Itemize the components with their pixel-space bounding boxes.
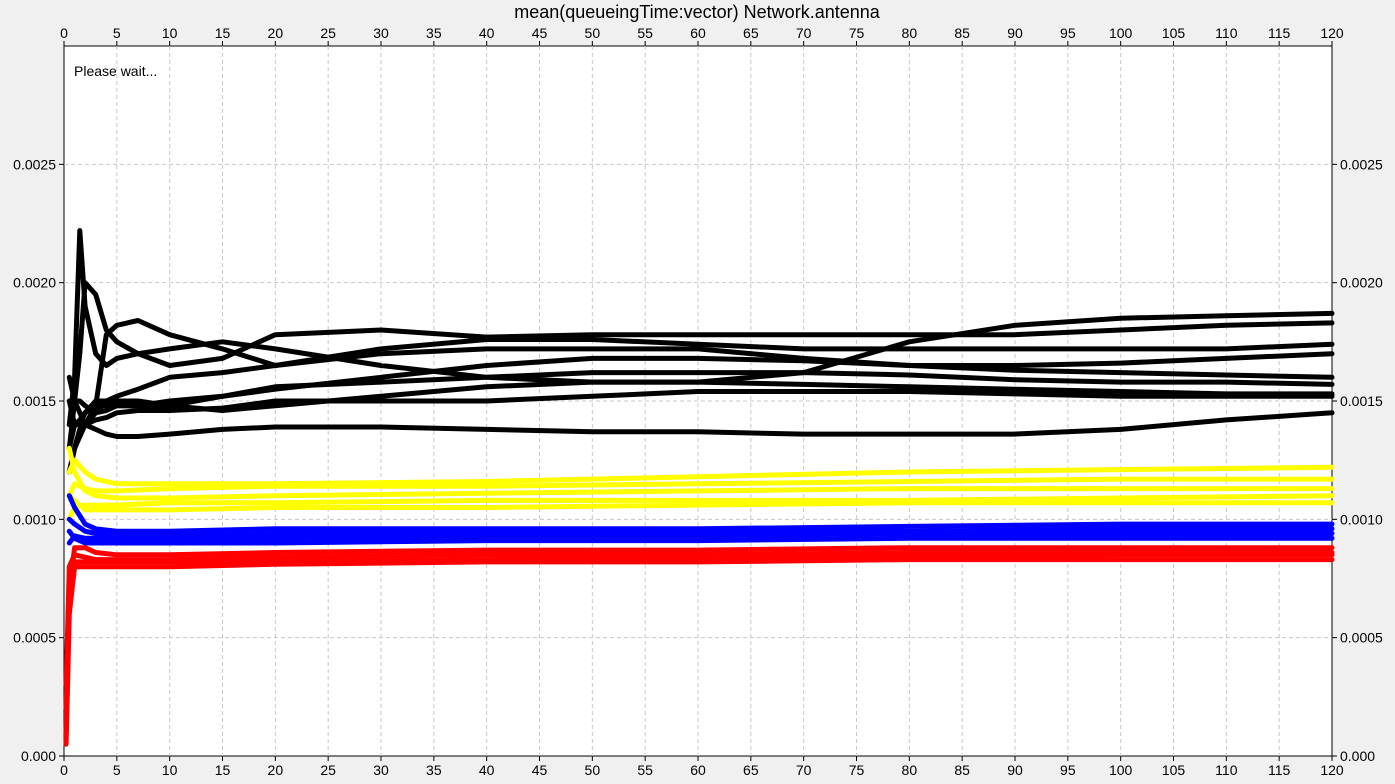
x-tick-label-top: 110 — [1215, 25, 1238, 41]
x-tick-label-top: 15 — [215, 25, 231, 41]
series-line-10 — [66, 457, 1335, 487]
series-line-19 — [63, 545, 1335, 712]
series-lines — [63, 228, 1335, 747]
series-line-16 — [66, 516, 1335, 539]
x-tick-label-bottom: 85 — [954, 762, 970, 778]
x-tick-label-top: 60 — [690, 25, 706, 41]
y-tick-label-right: 0.0015 — [1340, 393, 1383, 409]
x-tick-label-bottom: 95 — [1060, 762, 1076, 778]
x-tick-label-top: 95 — [1060, 25, 1076, 41]
x-tick-label-top: 45 — [532, 25, 548, 41]
series-line-17 — [66, 531, 1335, 546]
x-tick-label-top: 115 — [1268, 25, 1291, 41]
x-tick-label-top: 85 — [954, 25, 970, 41]
x-tick-label-bottom: 15 — [215, 762, 231, 778]
x-tick-label-top: 80 — [902, 25, 918, 41]
x-tick-label-top: 30 — [373, 25, 389, 41]
y-tick-label-left: 0.0005 — [13, 630, 56, 646]
series-line-14 — [66, 493, 1335, 513]
series-line-22 — [63, 557, 1335, 747]
x-tick-label-bottom: 10 — [162, 762, 178, 778]
x-tick-label-top: 105 — [1162, 25, 1186, 41]
x-tick-label-bottom: 80 — [902, 762, 918, 778]
y-tick-label-right: 0.0025 — [1340, 156, 1383, 172]
x-tick-label-bottom: 40 — [479, 762, 495, 778]
x-tick-label-bottom: 55 — [637, 762, 653, 778]
x-tick-label-bottom: 115 — [1268, 762, 1291, 778]
x-tick-label-top: 120 — [1320, 25, 1344, 41]
status-message: Please wait... — [74, 63, 157, 79]
series-line-1 — [66, 228, 1335, 428]
x-tick-label-bottom: 100 — [1109, 762, 1133, 778]
x-tick-label-bottom: 25 — [320, 762, 336, 778]
x-tick-label-top: 70 — [796, 25, 812, 41]
x-tick-label-bottom: 35 — [426, 762, 442, 778]
x-tick-label-top: 75 — [849, 25, 865, 41]
x-tick-label-bottom: 120 — [1320, 762, 1344, 778]
x-tick-label-bottom: 0 — [60, 762, 68, 778]
x-tick-label-top: 5 — [113, 25, 121, 41]
x-tick-label-bottom: 90 — [1007, 762, 1023, 778]
x-tick-label-top: 0 — [60, 25, 68, 41]
x-tick-label-bottom: 5 — [113, 762, 121, 778]
series-line-18 — [66, 528, 1335, 546]
x-tick-label-top: 10 — [162, 25, 178, 41]
x-tick-label-top: 50 — [585, 25, 601, 41]
series-line-2 — [66, 280, 1335, 451]
chart-title: mean(queueingTime:vector) Network.antenn… — [514, 2, 881, 22]
series-line-15 — [66, 493, 1335, 534]
x-tick-label-top: 40 — [479, 25, 495, 41]
axis-ticks: 0055101015152020252530303535404045455050… — [13, 25, 1383, 778]
x-tick-label-top: 65 — [743, 25, 759, 41]
x-tick-label-top: 100 — [1109, 25, 1133, 41]
y-tick-label-right: 0.0005 — [1340, 630, 1383, 646]
series-line-12 — [66, 445, 1335, 501]
series-line-9 — [66, 410, 1335, 475]
x-tick-label-bottom: 70 — [796, 762, 812, 778]
x-tick-label-top: 20 — [268, 25, 284, 41]
series-line-8 — [66, 389, 1335, 475]
y-tick-label-left: 0.0015 — [13, 393, 56, 409]
x-tick-label-bottom: 60 — [690, 762, 706, 778]
x-tick-label-bottom: 20 — [268, 762, 284, 778]
series-line-7 — [66, 379, 1335, 451]
y-tick-label-left: 0.0020 — [13, 275, 56, 291]
y-tick-label-right: 0.0020 — [1340, 275, 1383, 291]
x-tick-label-bottom: 105 — [1162, 762, 1186, 778]
y-tick-label-left: 0.000 — [21, 748, 56, 764]
x-tick-label-top: 90 — [1007, 25, 1023, 41]
x-tick-label-top: 25 — [320, 25, 336, 41]
y-tick-label-right: 0.0010 — [1340, 511, 1383, 527]
y-tick-label-left: 0.0010 — [13, 511, 56, 527]
x-tick-label-bottom: 50 — [585, 762, 601, 778]
y-tick-label-right: 0.000 — [1340, 748, 1375, 764]
x-tick-label-bottom: 110 — [1215, 762, 1238, 778]
y-tick-label-left: 0.0025 — [13, 156, 56, 172]
x-tick-label-bottom: 45 — [532, 762, 548, 778]
x-tick-label-bottom: 75 — [849, 762, 865, 778]
x-tick-label-top: 35 — [426, 25, 442, 41]
x-tick-label-bottom: 65 — [743, 762, 759, 778]
x-tick-label-bottom: 30 — [373, 762, 389, 778]
x-tick-label-top: 55 — [637, 25, 653, 41]
